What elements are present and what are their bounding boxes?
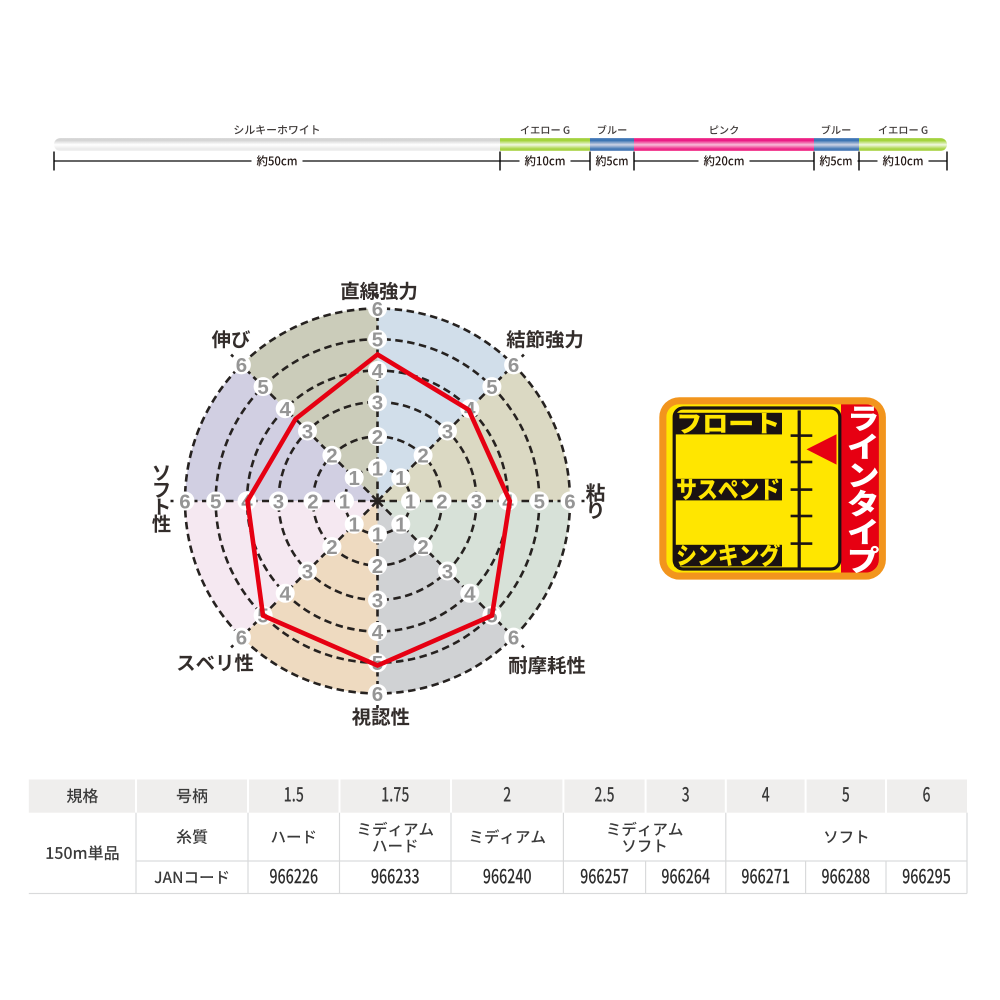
svg-text:2: 2 [307, 490, 318, 513]
svg-text:3: 3 [273, 490, 284, 513]
svg-text:6: 6 [508, 354, 519, 377]
svg-text:6: 6 [236, 626, 247, 649]
svg-text:5: 5 [372, 329, 383, 352]
svg-text:3: 3 [302, 420, 313, 443]
svg-text:2: 2 [372, 555, 383, 578]
svg-text:1: 1 [339, 490, 350, 513]
svg-text:2: 2 [326, 536, 337, 559]
svg-text:4: 4 [372, 621, 384, 644]
svg-text:3: 3 [442, 420, 453, 443]
svg-text:1: 1 [405, 490, 416, 513]
svg-text:4: 4 [279, 583, 291, 606]
svg-text:6: 6 [179, 490, 190, 513]
svg-text:4: 4 [372, 360, 384, 383]
svg-text:2: 2 [372, 426, 383, 449]
svg-text:2: 2 [326, 445, 337, 468]
svg-text:1: 1 [395, 467, 406, 490]
svg-text:1: 1 [372, 523, 383, 546]
svg-text:1: 1 [348, 514, 359, 537]
svg-text:5: 5 [210, 490, 221, 513]
svg-text:3: 3 [372, 589, 383, 612]
svg-text:5: 5 [534, 490, 545, 513]
svg-text:3: 3 [471, 490, 482, 513]
svg-text:6: 6 [564, 490, 575, 513]
svg-text:3: 3 [302, 560, 313, 583]
svg-text:1: 1 [395, 514, 406, 537]
svg-text:2: 2 [417, 445, 428, 468]
svg-text:1: 1 [348, 467, 359, 490]
svg-text:2: 2 [436, 490, 447, 513]
svg-text:3: 3 [442, 560, 453, 583]
svg-text:5: 5 [257, 376, 268, 399]
svg-text:4: 4 [279, 398, 291, 421]
svg-text:3: 3 [372, 391, 383, 414]
svg-text:5: 5 [486, 376, 497, 399]
svg-text:1: 1 [372, 457, 383, 480]
svg-text:6: 6 [508, 626, 519, 649]
svg-text:6: 6 [236, 354, 247, 377]
svg-text:6: 6 [372, 298, 383, 321]
svg-text:4: 4 [464, 583, 476, 606]
svg-text:2: 2 [417, 536, 428, 559]
svg-text:6: 6 [372, 683, 383, 706]
